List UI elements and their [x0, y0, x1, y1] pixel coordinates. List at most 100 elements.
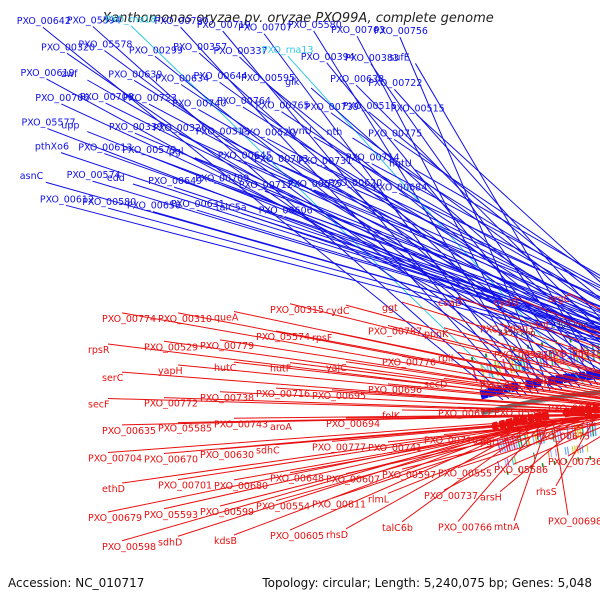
forward-label-leader — [267, 138, 600, 312]
cog-category-band — [549, 350, 554, 367]
forward-gene-label: PXO_00579 — [122, 145, 176, 156]
forward-label-leader — [352, 137, 600, 292]
reverse-gene-label: PXO_05559 — [494, 408, 548, 419]
forward-label-leader — [47, 128, 600, 341]
reverse-label-leader — [513, 406, 600, 411]
reverse-gene-label: cydC — [326, 306, 350, 317]
reverse-label-leader — [499, 323, 600, 358]
reverse-label-leader — [555, 414, 598, 487]
forward-gene-label: PXO_00719 — [197, 20, 251, 31]
forward-label-leader — [104, 153, 600, 330]
reverse-label-leader — [289, 362, 600, 402]
reverse-gene-label: PXO_05574 — [256, 332, 310, 343]
forward-gene-label: PXO_00707 — [238, 23, 292, 34]
cog-category-band — [554, 448, 558, 457]
cog-category-band — [571, 445, 574, 455]
forward-label-leader — [92, 180, 600, 335]
gc-skew-dash — [506, 470, 509, 475]
forward-gene-label: PXO_00580 — [82, 197, 136, 208]
forward-gene-label: zwf — [61, 69, 78, 80]
forward-gene-label: PXO_00645 — [218, 150, 272, 161]
reverse-gene-label: PXO_00680 — [214, 481, 268, 492]
forward-gene-label: hutU — [389, 159, 412, 170]
reverse-label-leader — [233, 361, 600, 404]
reverse-label-leader — [331, 331, 600, 388]
reverse-gene-label: PXO_00598 — [102, 542, 156, 553]
forward-label-leader — [198, 52, 575, 388]
gc-skew-dash — [484, 353, 488, 358]
reverse-gene-label: rpsR — [88, 345, 110, 356]
forward-gene-label: PXO_00606 — [259, 206, 313, 217]
reverse-label-leader — [121, 414, 600, 426]
reverse-gene-label: arsH — [480, 493, 502, 504]
gc-skew-dash — [589, 455, 592, 460]
cog-category-band — [507, 357, 513, 374]
forward-label-leader — [133, 80, 600, 371]
reverse-gene-label: PXO_00766 — [438, 523, 492, 534]
forward-gene-label: PXO_00706 — [35, 93, 89, 104]
forward-gene-label: PXO_00313 — [196, 127, 250, 138]
reverse-label-leader — [121, 371, 600, 410]
forward-gene-label: PXO_00649 — [148, 176, 202, 187]
reverse-gene-label: PXO_00787 — [368, 327, 422, 338]
reverse-label-leader — [163, 340, 600, 403]
cog-category-band — [549, 449, 553, 458]
reverse-gene-label: PXO_00605 — [270, 531, 324, 542]
forward-gene-label: PXO_00684 — [373, 183, 427, 194]
reverse-label-leader — [567, 436, 600, 457]
forward-label-leader — [241, 213, 600, 329]
reverse-gene-label: PXO_00555 — [438, 469, 492, 480]
forward-gene-label: PXO_00763 — [331, 25, 385, 36]
forward-gene-label: PXO_00638 — [330, 74, 384, 85]
forward-gene-label: upp — [61, 121, 79, 132]
reverse-gene-label: PXO_00737 — [424, 491, 478, 502]
forward-gene-label: PXO_00357 — [173, 42, 227, 53]
forward-gene-label: PXO_00739 — [305, 102, 359, 113]
forward-gene-label: PXO_05594 — [67, 15, 121, 26]
reverse-gene-label: rpsF — [312, 333, 332, 344]
reverse-gene-label: rhsS — [536, 487, 557, 498]
reverse-label-leader — [177, 364, 600, 407]
forward-gene-label: pthXo6 — [35, 142, 69, 153]
reverse-gene-label: mtnA — [494, 522, 520, 533]
reverse-gene-label: rplI — [438, 353, 453, 364]
reverse-label-leader — [401, 355, 600, 392]
reverse-gene-label: argC — [548, 294, 571, 305]
reverse-label-leader — [107, 419, 558, 513]
forward-label-leader — [280, 164, 600, 308]
forward-label-leader — [154, 55, 569, 389]
reverse-gene-label: queA — [214, 313, 239, 324]
forward-gene-label: pgl — [169, 147, 184, 158]
reverse-label-leader — [443, 415, 588, 491]
forward-gene-label: PXO_00337 — [214, 46, 268, 57]
cog-category-band — [496, 439, 502, 454]
reverse-label-leader — [457, 296, 600, 349]
forward-gene-label: PXO_00740 — [172, 98, 226, 109]
reverse-gene-label: PXO_00303 — [480, 325, 534, 336]
forward-gene-label: PXO_00712 — [239, 180, 293, 191]
reverse-label-leader — [177, 426, 520, 537]
forward-gene-label: PXO_00394 — [301, 52, 355, 63]
reverse-gene-label: PXO_00741 — [368, 443, 422, 454]
reverse-label-leader — [331, 417, 600, 442]
forward-gene-label: PXO_00714 — [346, 153, 400, 164]
forward-label-leader — [194, 157, 600, 320]
reverse-gene-label: hutC — [214, 363, 237, 374]
reverse-label-leader — [289, 415, 600, 474]
forward-label-leader — [324, 166, 600, 300]
gc-skew-dash — [553, 460, 556, 466]
reverse-gene-label: PXO_00527 — [494, 350, 548, 361]
reverse-gene-label: PXO_00701 — [158, 481, 212, 492]
reverse-label-leader — [513, 296, 600, 333]
cog-category-band — [564, 447, 567, 456]
reverse-gene-label: serC — [102, 373, 124, 384]
reverse-label-leader — [457, 421, 600, 469]
reverse-gene-label: talC6b — [382, 523, 413, 534]
reverse-gene-label: PXO_00736 — [548, 457, 600, 468]
reverse-label-leader — [567, 401, 600, 406]
reverse-gene-label: PXO_00777 — [312, 442, 366, 453]
reverse-gene-label: PXO_00675 — [536, 432, 590, 443]
reverse-gene-label: PXO_00677 — [438, 408, 492, 419]
reverse-label-leader — [107, 415, 600, 453]
